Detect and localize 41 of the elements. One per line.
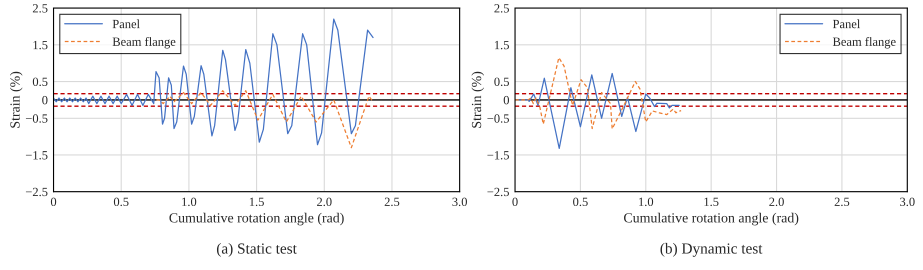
x-tick-label: 2.0 [317, 198, 332, 206]
line-series [515, 57, 682, 130]
y-tick-label: −1.5 [487, 151, 509, 160]
x-tick-label: 2.5 [834, 198, 850, 206]
legend-label: Beam flange [832, 37, 896, 49]
x-tick-label: 1.0 [182, 198, 196, 206]
x-axis-title: Cumulative rotation angle (rad) [624, 212, 798, 226]
x-tick-label: 0 [50, 198, 56, 206]
x-tick-label: 1.5 [250, 198, 264, 206]
y-tick-label: −2.5 [487, 188, 509, 196]
y-tick-label: −1.5 [26, 151, 48, 160]
x-tick-label: 0.5 [114, 198, 129, 206]
x-tick-label: 2.0 [769, 198, 784, 206]
x-tick-label: 1.5 [704, 198, 718, 206]
legend-label: Panel [112, 19, 140, 28]
y-tick-label: −2.5 [26, 188, 48, 196]
legend-label: Beam flange [112, 37, 176, 49]
x-tick-label: 3.0 [452, 198, 467, 206]
x-tick-label: 3.0 [900, 198, 915, 206]
y-tick-label: 0 [42, 96, 48, 104]
y-tick-label: 0 [504, 96, 509, 104]
line-series [156, 90, 374, 148]
y-tick-label: 2.5 [494, 4, 509, 13]
y-tick-label: 0.5 [32, 78, 48, 86]
text: (a) Static test [216, 242, 297, 257]
y-tick-label: 1.5 [494, 40, 509, 50]
legend-label: Panel [832, 19, 860, 28]
line-series [54, 18, 374, 146]
y-tick-label: −0.5 [487, 114, 509, 123]
x-tick-label: 1.0 [639, 198, 654, 206]
y-axis-title: Strain (%) [471, 72, 484, 128]
y-tick-label: 2.5 [32, 4, 48, 13]
y-tick-label: 1.5 [33, 40, 48, 50]
y-tick-label: 0.5 [494, 78, 509, 86]
y-axis-title: Strain (%) [10, 72, 23, 128]
x-axis-title: Cumulative rotation angle (rad) [169, 212, 344, 226]
text: (b) Dynamic test [660, 242, 762, 257]
x-tick-label: 2.5 [384, 198, 400, 206]
x-tick-label: 0.5 [573, 198, 588, 206]
x-tick-label: 0 [512, 198, 518, 206]
y-tick-label: −0.5 [26, 114, 48, 123]
